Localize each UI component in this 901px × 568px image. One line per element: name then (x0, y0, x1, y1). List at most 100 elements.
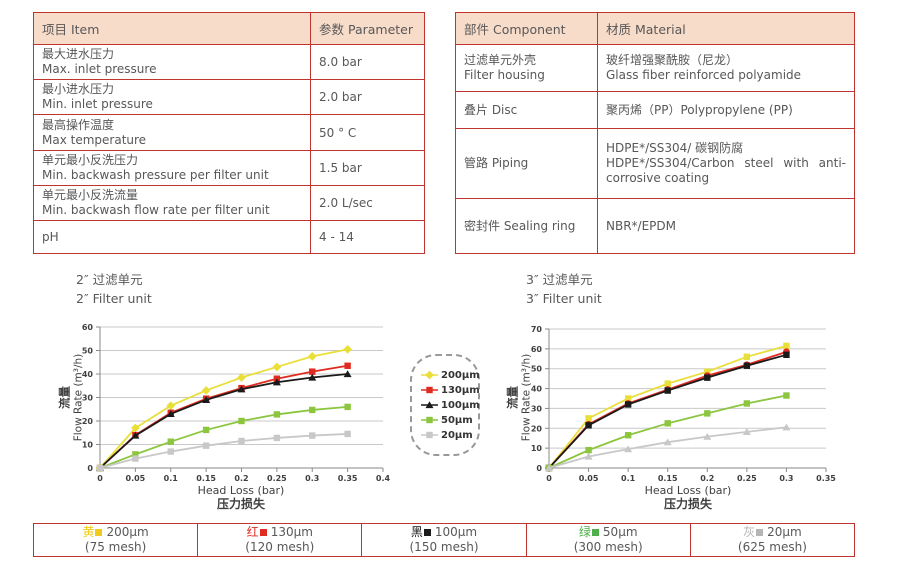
item-en: Min. backwash pressure per filter unit (42, 168, 269, 182)
color-swatch (423, 529, 431, 536)
item-parameter-table: 项目 Item 参数 Parameter 最大进水压力 Max. inlet pr… (33, 12, 425, 254)
item-cell: 最小进水压力 Min. inlet pressure (33, 79, 311, 115)
legend-item-label: 50μm (441, 414, 473, 426)
mesh-size: (120 mesh) (245, 540, 315, 554)
component-zh: 叠片 Disc (464, 102, 518, 117)
material-cell: NBR*/EPDM (597, 198, 855, 254)
table-row: pH 4 - 14 (33, 220, 425, 254)
parameter-value: 1.5 bar (310, 150, 425, 186)
svg-text:0.4: 0.4 (376, 474, 391, 483)
legend-marker-icon (421, 431, 438, 439)
legend-line1: 黄 200μm (34, 525, 197, 540)
svg-text:0: 0 (87, 464, 93, 473)
chart-title-en: 2″ Filter unit (76, 291, 152, 306)
color-word: 绿 (578, 525, 591, 539)
table-row: 最小进水压力 Min. inlet pressure 2.0 bar (33, 79, 425, 115)
mesh-size: (75 mesh) (84, 540, 147, 554)
material-cell: 聚丙烯（PP）Polypropylene (PP) (597, 91, 855, 129)
component-en: Filter housing (464, 68, 545, 82)
svg-text:0.35: 0.35 (338, 474, 358, 483)
component-zh: 管路 Piping (464, 156, 529, 170)
x-axis-label-en: Head Loss (bar) (197, 484, 285, 497)
mesh-size: (150 mesh) (409, 540, 479, 554)
table-row: 单元最小反洗流量 Min. backwash flow rate per filt… (33, 185, 425, 221)
item-en: Max temperature (42, 132, 147, 147)
svg-text:0.05: 0.05 (579, 474, 599, 483)
table-row: 过滤单元外壳 Filter housing 玻纤增强聚酰胺（尼龙） Glass fi… (455, 44, 855, 92)
legend-cell-50um: 绿 50μm (300 mesh) (527, 524, 691, 556)
legend-marker-icon (421, 416, 438, 424)
legend-cell-100um: 黑 100μm (150 mesh) (362, 524, 527, 556)
item-cell: 单元最小反洗流量 Min. backwash flow rate per filt… (33, 185, 311, 221)
legend-item-label: 130μm (441, 384, 480, 396)
svg-text:20: 20 (82, 417, 94, 426)
material-cell: 玻纤增强聚酰胺（尼龙） Glass fiber reinforced polyam… (597, 44, 855, 92)
item-zh: 单元最小反洗压力 (42, 153, 139, 167)
color-word: 红 (246, 525, 259, 539)
svg-text:0.2: 0.2 (234, 474, 248, 483)
svg-text:0: 0 (536, 464, 542, 473)
col-header-parameter: 参数 Parameter (310, 12, 425, 45)
mesh-size: (625 mesh) (737, 540, 807, 554)
component-cell: 密封件 Sealing ring (455, 198, 598, 254)
svg-text:30: 30 (531, 404, 543, 413)
flow-rate-chart-2inch: 0 10 20 30 40 50 60 0 0.05 0.1 0.15 0.2 0.25 0.3 0.35 0… (82, 323, 391, 483)
item-zh: 最大进水压力 (42, 47, 115, 61)
micron-size: 100μm (434, 525, 478, 539)
color-word: 灰 (743, 525, 756, 539)
item-cell: pH (33, 220, 311, 254)
legend-line1: 红 130μm (198, 525, 361, 540)
item-en: Max. inlet pressure (42, 62, 157, 76)
mesh-size: (300 mesh) (573, 540, 643, 554)
table-row: 单元最小反洗压力 Min. backwash pressure per filte… (33, 150, 425, 186)
table-row: 最高操作温度 Max temperature 50 ° C (33, 114, 425, 151)
item-cell: 最大进水压力 Max. inlet pressure (33, 44, 311, 80)
table-row: 最大进水压力 Max. inlet pressure 8.0 bar (33, 44, 425, 80)
x-axis-label-2inch: Head Loss (bar) 压力损失 (141, 484, 341, 511)
micron-size: 200μm (106, 525, 149, 539)
micron-size: 50μm (602, 525, 638, 539)
item-cell: 单元最小反洗压力 Min. backwash pressure per filte… (33, 150, 311, 186)
table-row: 叠片 Disc 聚丙烯（PP）Polypropylene (PP) (455, 91, 855, 129)
micron-size: 130μm (270, 525, 313, 539)
svg-text:30: 30 (82, 394, 94, 403)
material-zh: 聚丙烯（PP）Polypropylene (PP) (606, 102, 793, 117)
material-zh: HDPE*/SS304/ 碳钢防腐 (606, 141, 744, 155)
svg-text:10: 10 (82, 441, 94, 450)
svg-text:0.35: 0.35 (816, 474, 836, 483)
svg-text:0.1: 0.1 (164, 474, 179, 483)
item-zh: 最高操作温度 (42, 117, 115, 132)
legend-item-50μm: 50μm (420, 415, 473, 426)
flow-rate-chart-3inch: 0 10 20 30 40 50 60 70 0 0.05 0.1 0.15 0.2 0.25 0.3 0.3… (531, 325, 836, 483)
parameter-value: 4 - 14 (310, 220, 425, 254)
chart-title-2inch: 2″ 过滤单元 2″ Filter unit (76, 270, 152, 308)
svg-text:0: 0 (546, 474, 552, 483)
chart-series-legend: 200μm 130μm 100μm 50μm 20μm (410, 354, 480, 456)
component-cell: 管路 Piping (455, 128, 598, 199)
svg-text:70: 70 (531, 325, 543, 334)
legend-marker-icon (421, 386, 438, 394)
col-header-item: 项目 Item (33, 12, 311, 45)
x-axis-label-3inch: Head Loss (bar) 压力损失 (588, 484, 788, 511)
chart-title-zh: 2″ 过滤单元 (76, 272, 143, 287)
micron-size: 20μm (767, 525, 802, 539)
legend-line1: 灰 20μm (691, 525, 854, 540)
material-cell: HDPE*/SS304/ 碳钢防腐 HDPE*/SS304/Carbon stee… (597, 128, 855, 199)
parameter-value: 2.0 L/sec (310, 185, 425, 221)
item-cell: 最高操作温度 Max temperature (33, 114, 311, 151)
component-cell: 叠片 Disc (455, 91, 598, 129)
col-header-component: 部件 Component (455, 12, 598, 45)
svg-text:0.25: 0.25 (267, 474, 287, 483)
item-en: Min. inlet pressure (42, 97, 153, 111)
svg-text:50: 50 (82, 347, 94, 356)
svg-text:0.3: 0.3 (305, 474, 319, 483)
color-word: 黑 (410, 525, 423, 539)
chart-title-en: 3″ Filter unit (526, 291, 602, 306)
legend-item-130μm: 130μm (420, 385, 480, 396)
chart-title-zh: 3″ 过滤单元 (526, 272, 593, 287)
legend-item-label: 20μm (441, 429, 473, 441)
item-zh: 最小进水压力 (42, 82, 115, 96)
svg-text:50: 50 (531, 365, 543, 374)
color-swatch (756, 529, 764, 536)
